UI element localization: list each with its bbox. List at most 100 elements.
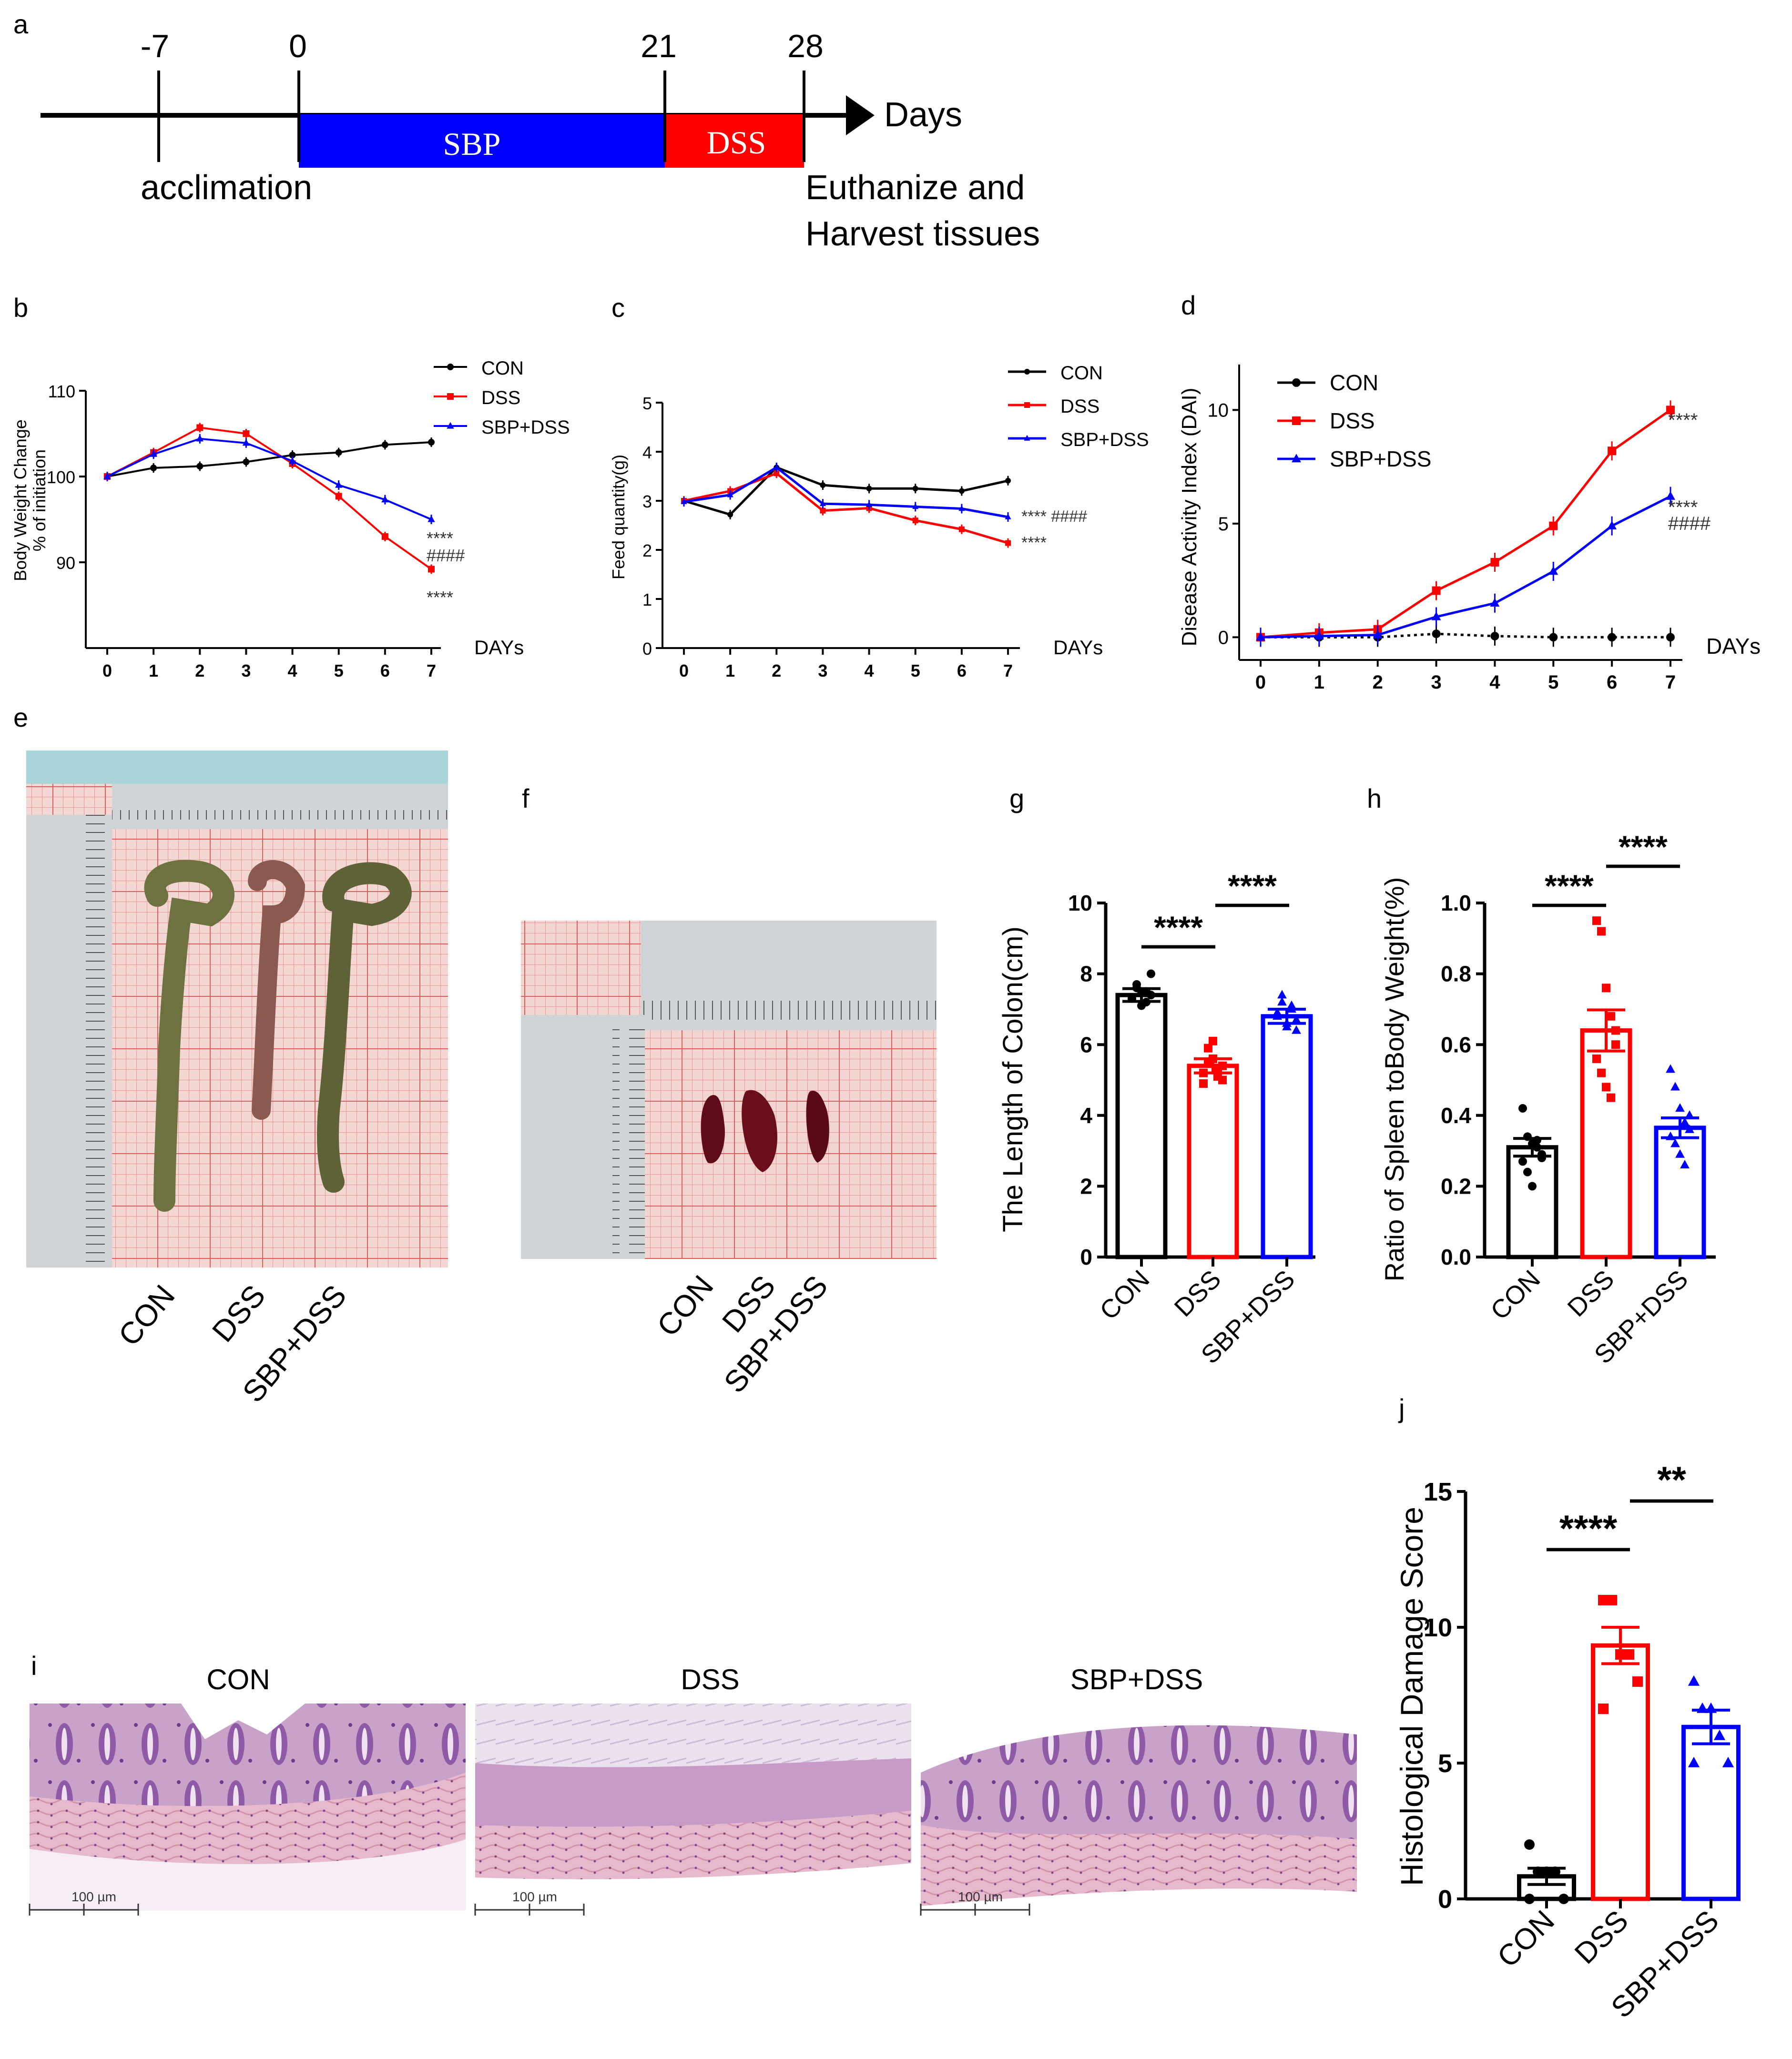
data-point bbox=[289, 452, 296, 458]
data-point bbox=[1548, 566, 1558, 575]
bar bbox=[1654, 1126, 1706, 1259]
x-tick-label: 2 bbox=[772, 661, 781, 680]
data-point bbox=[1209, 1036, 1217, 1045]
scale-bar-label: 100 µm bbox=[512, 1889, 557, 1904]
data-point bbox=[196, 463, 204, 470]
timeline-arrow-label: Days bbox=[884, 96, 962, 134]
y-tick-label: 10 bbox=[1208, 400, 1229, 421]
data-point bbox=[150, 450, 157, 457]
data-point bbox=[1277, 997, 1287, 1006]
x-tick-label: DSS bbox=[1562, 1265, 1620, 1322]
data-point bbox=[1705, 1702, 1717, 1713]
timeline-tick-label: -7 bbox=[141, 28, 169, 64]
data-point bbox=[1005, 513, 1011, 519]
x-tick-label: 5 bbox=[334, 661, 344, 680]
data-point bbox=[1005, 540, 1011, 546]
x-tick-label: 4 bbox=[1489, 672, 1500, 693]
x-tick-label: 6 bbox=[957, 661, 967, 680]
data-point bbox=[727, 511, 733, 517]
panel-label-h: h bbox=[1367, 783, 1382, 813]
legend-label: SBP+DSS bbox=[1330, 446, 1432, 471]
y-tick-label: 1.0 bbox=[1441, 891, 1471, 915]
data-point bbox=[774, 470, 780, 477]
series-line-con bbox=[107, 441, 432, 477]
data-point bbox=[1666, 491, 1675, 500]
data-point bbox=[1597, 1068, 1606, 1077]
legend-marker bbox=[1292, 416, 1301, 425]
timeline-euthanize: Euthanize and bbox=[805, 169, 1025, 207]
legend-label: DSS bbox=[1330, 408, 1375, 433]
y-tick-label: 0.4 bbox=[1441, 1103, 1471, 1128]
panel-label-b: b bbox=[13, 293, 28, 323]
photo-f bbox=[521, 921, 937, 1259]
x-tick-label: 3 bbox=[241, 661, 251, 680]
data-point bbox=[103, 472, 111, 479]
data-point bbox=[1137, 1001, 1146, 1010]
timeline-acclimation: acclimation bbox=[141, 169, 312, 207]
data-point bbox=[1597, 927, 1606, 936]
data-point bbox=[335, 493, 342, 500]
data-point bbox=[1615, 1649, 1626, 1660]
data-point bbox=[1680, 1117, 1690, 1126]
y-tick-label: 10 bbox=[1424, 1613, 1452, 1642]
significance-label: **** bbox=[1559, 1507, 1618, 1549]
x-tick-label: 3 bbox=[1431, 672, 1441, 693]
y-axis-label: Histological Damage Score bbox=[1394, 1507, 1429, 1886]
data-point bbox=[1549, 521, 1558, 530]
data-point bbox=[1199, 1068, 1208, 1077]
panel-label-d: d bbox=[1181, 290, 1196, 320]
colon-sbp bbox=[317, 862, 412, 1193]
legend-marker bbox=[1292, 454, 1301, 463]
photo-e-ruler-top-ticks bbox=[112, 810, 448, 829]
data-point bbox=[1666, 633, 1675, 642]
data-point bbox=[335, 481, 343, 488]
data-point bbox=[1537, 1153, 1546, 1162]
data-point bbox=[1685, 1110, 1694, 1119]
chart-spleen-ratio: 0.0 0.2 0.4 0.6 0.8 1.0 Ratio of Spleen toBody… bbox=[1379, 829, 1716, 1369]
data-point bbox=[1490, 558, 1499, 567]
timeline-bar-sbp-label: SBP bbox=[443, 126, 501, 162]
x-tick-label: DSS bbox=[1169, 1265, 1227, 1322]
timeline-tick-label: 0 bbox=[289, 28, 307, 64]
series-line-con bbox=[1261, 632, 1670, 639]
x-tick-label: 5 bbox=[911, 661, 920, 680]
timeline-tick-label: 21 bbox=[641, 28, 677, 64]
y-tick-label: 4 bbox=[1080, 1103, 1092, 1128]
data-point bbox=[912, 486, 918, 492]
data-point bbox=[1528, 1182, 1537, 1191]
legend-marker bbox=[1024, 402, 1030, 408]
data-point bbox=[1688, 1756, 1700, 1767]
data-point bbox=[912, 517, 918, 524]
legend-label: DSS bbox=[481, 387, 520, 408]
y-tick-label: 2 bbox=[642, 541, 652, 560]
legend-label: SBP+DSS bbox=[481, 417, 570, 438]
x-tick-label: DSS bbox=[1568, 1904, 1635, 1970]
significance-annotation: **** bbox=[427, 528, 453, 548]
data-point bbox=[1218, 1075, 1227, 1085]
significance-annotation: **** bbox=[427, 588, 453, 607]
data-point bbox=[1533, 1866, 1543, 1877]
x-tick-label: 0 bbox=[679, 661, 689, 680]
y-tick-label: 6 bbox=[1080, 1032, 1092, 1057]
timeline-harvest: Harvest tissues bbox=[805, 215, 1040, 253]
data-point bbox=[1541, 1866, 1552, 1877]
histology-dss-mucosa bbox=[475, 1758, 911, 1827]
x-tick-label: 2 bbox=[195, 661, 204, 680]
data-point bbox=[958, 505, 965, 511]
legend-label: CON bbox=[1330, 370, 1378, 395]
spleen-sbp bbox=[806, 1091, 829, 1163]
data-point bbox=[1608, 633, 1617, 642]
panel-label-e: e bbox=[13, 702, 28, 732]
data-point bbox=[1713, 1729, 1726, 1740]
data-point bbox=[727, 491, 733, 497]
data-point bbox=[428, 566, 435, 573]
data-point bbox=[428, 515, 435, 522]
data-point bbox=[1666, 406, 1675, 415]
photo-e-labels: CON DSS SBP+DSS bbox=[112, 1278, 353, 1409]
series-line-sbp-dss bbox=[683, 466, 1008, 518]
scale-bar-dss: 100 µm bbox=[474, 1889, 585, 1916]
bar bbox=[1115, 993, 1168, 1259]
y-tick-label: 0 bbox=[1080, 1245, 1092, 1269]
data-point bbox=[1287, 1000, 1296, 1009]
